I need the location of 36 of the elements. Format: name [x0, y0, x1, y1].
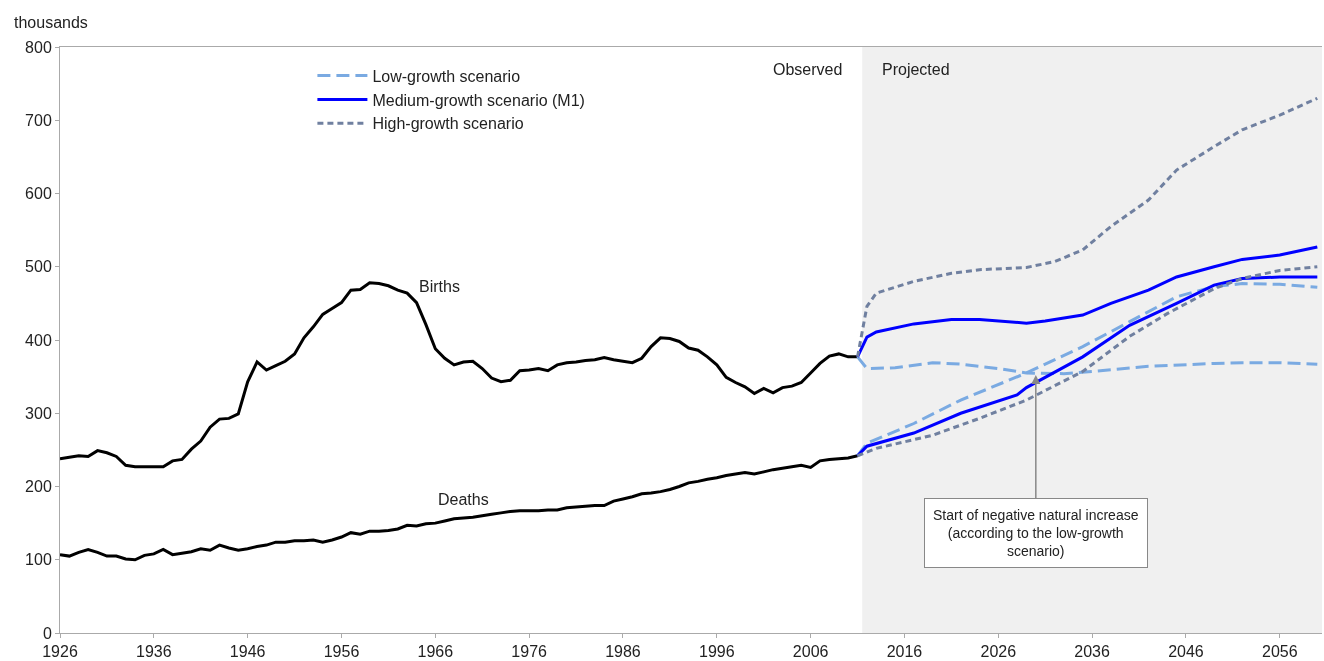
y-tick-label: 100: [25, 551, 52, 569]
y-tick-label: 0: [42, 624, 52, 642]
line-series: [856, 96, 1319, 359]
x-tick-label: 1986: [605, 643, 641, 661]
x-tick-label: 2006: [792, 643, 829, 661]
x-tick-label: 1956: [323, 643, 360, 661]
x-tick-label: 1966: [417, 643, 454, 661]
y-tick-label: 400: [25, 331, 52, 349]
y-tick-label: 300: [25, 404, 52, 422]
band-label: Projected: [882, 61, 950, 78]
y-tick-label: 600: [25, 185, 52, 203]
x-tick-label: 1946: [229, 643, 266, 661]
line-series: [60, 281, 860, 469]
y-axis-title: thousands: [14, 14, 88, 31]
y-tick-label: 200: [25, 478, 52, 496]
series-label: Births: [419, 278, 460, 295]
y-tick-label: 800: [25, 38, 52, 56]
x-tick-label: 2046: [1168, 643, 1204, 661]
annotation: Start of negative natural increase (according to the low-growth scenario): [933, 507, 1139, 560]
y-tick-label: 500: [25, 258, 52, 276]
y-tick-label: 700: [25, 111, 52, 129]
x-tick-label: 2016: [886, 643, 923, 661]
x-tick-label: 2056: [1261, 643, 1298, 661]
legend-label: Low-growth scenario: [372, 67, 521, 85]
x-tick-label: 1996: [699, 643, 735, 661]
x-tick-label: 1936: [136, 643, 172, 661]
annotation: Observed: [773, 61, 843, 78]
line-series: [60, 454, 860, 562]
x-tick-label: 1976: [511, 643, 548, 661]
x-tick-label: 2026: [980, 643, 1017, 661]
x-tick-label: 1926: [42, 643, 78, 661]
x-tick-label: 2036: [1074, 643, 1111, 661]
legend-label: High-growth scenario: [372, 115, 524, 133]
legend-label: Medium-growth scenario (M1): [372, 91, 585, 109]
line-series: [856, 245, 1319, 359]
series-label: Deaths: [438, 491, 489, 508]
